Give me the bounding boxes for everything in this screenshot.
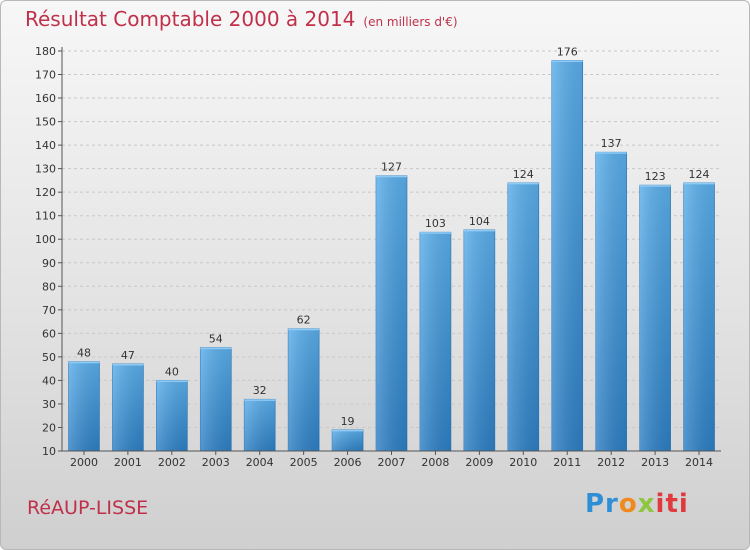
x-tick-label: 2014 — [685, 456, 713, 469]
x-tick-label: 2006 — [334, 456, 362, 469]
y-tick-label: 60 — [42, 327, 56, 340]
y-tick-label: 170 — [35, 69, 56, 82]
bar-shade — [376, 175, 407, 452]
bar-value-label: 19 — [341, 415, 355, 428]
chart-title: Résultat Comptable 2000 à 2014 (en millie… — [25, 7, 458, 31]
bar-shade — [68, 361, 100, 451]
bar-value-label: 40 — [165, 365, 179, 378]
x-tick-label: 2012 — [597, 456, 625, 469]
y-tick-label: 180 — [35, 45, 56, 58]
title-text: Résultat Comptable 2000 à 2014 — [25, 7, 356, 31]
bar-value-label: 124 — [689, 168, 710, 181]
y-tick-label: 70 — [42, 304, 56, 317]
y-tick-label: 160 — [35, 92, 56, 105]
bar-value-label: 54 — [209, 332, 223, 345]
y-tick-label: 140 — [35, 139, 56, 152]
bar-shade — [419, 232, 451, 451]
x-tick-label: 2000 — [70, 456, 98, 469]
bar-value-label: 127 — [381, 161, 402, 174]
y-tick-label: 80 — [42, 280, 56, 293]
y-tick-label: 130 — [35, 163, 56, 176]
bar-value-label: 47 — [121, 349, 135, 362]
logo-part-2: o — [618, 489, 638, 519]
x-tick-label: 2002 — [158, 456, 186, 469]
bar-value-label: 104 — [469, 215, 490, 228]
x-tick-label: 2005 — [290, 456, 318, 469]
bar-value-label: 176 — [557, 45, 578, 58]
y-tick-label: 20 — [42, 421, 56, 434]
y-tick-label: 50 — [42, 351, 56, 364]
bar-shade — [156, 380, 188, 451]
y-tick-label: 120 — [35, 186, 56, 199]
y-tick-label: 40 — [42, 374, 56, 387]
bar-shade — [200, 347, 232, 451]
unit-text: (en milliers d'€) — [363, 15, 458, 29]
y-tick-label: 90 — [42, 257, 56, 270]
x-tick-label: 2011 — [553, 456, 581, 469]
logo-part-3: x — [637, 489, 656, 519]
x-tick-label: 2010 — [509, 456, 537, 469]
bar-value-label: 48 — [77, 347, 91, 360]
y-tick-label: 30 — [42, 398, 56, 411]
x-tick-label: 2004 — [246, 456, 274, 469]
logo-part-4: iti — [655, 489, 689, 519]
bar-value-label: 62 — [297, 314, 311, 327]
bar-shade — [112, 363, 144, 451]
bar-shade — [595, 152, 627, 452]
bar-shade — [332, 429, 364, 451]
logo-part-1: Pr — [585, 489, 619, 519]
x-tick-label: 2001 — [114, 456, 142, 469]
bar-value-label: 32 — [253, 384, 267, 397]
bar-shade — [288, 328, 320, 451]
bar-shade — [639, 185, 671, 451]
y-tick-label: 150 — [35, 116, 56, 129]
x-tick-label: 2013 — [641, 456, 669, 469]
bar-shade — [463, 229, 495, 451]
bar-shade — [244, 399, 276, 451]
bar-value-label: 123 — [645, 170, 666, 183]
y-tick-label: 100 — [35, 233, 56, 246]
bar-shade — [683, 182, 715, 451]
x-tick-label: 2007 — [378, 456, 406, 469]
x-tick-label: 2009 — [465, 456, 493, 469]
bar-shade — [507, 182, 539, 451]
proxiti-logo: Proxiti — [585, 489, 689, 519]
y-tick-label: 10 — [42, 445, 56, 458]
bar-value-label: 103 — [425, 217, 446, 230]
x-tick-label: 2008 — [421, 456, 449, 469]
y-tick-label: 110 — [35, 210, 56, 223]
bar-shade — [551, 60, 583, 451]
bar-value-label: 137 — [601, 137, 622, 150]
x-tick-label: 2003 — [202, 456, 230, 469]
commune-name: RéAUP-LISSE — [27, 497, 149, 519]
bar-value-label: 124 — [513, 168, 534, 181]
